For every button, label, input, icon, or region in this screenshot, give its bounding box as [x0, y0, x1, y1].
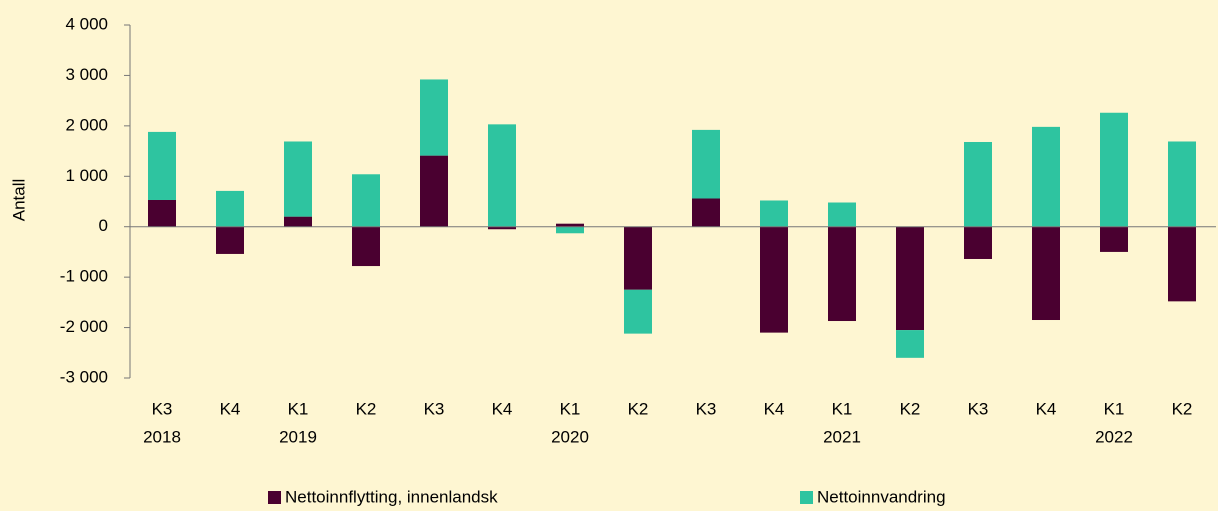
bar [828, 202, 856, 227]
bar [420, 79, 448, 156]
bar [284, 216, 312, 227]
bar [896, 226, 924, 331]
x-year-label: 2022 [1095, 427, 1133, 446]
legend-swatch [268, 491, 281, 504]
bar [556, 223, 584, 227]
bar [760, 226, 788, 333]
bar [420, 155, 448, 227]
bar [1100, 112, 1128, 227]
x-tick-label: K3 [968, 399, 989, 418]
x-tick-label: K3 [152, 399, 173, 418]
bar [1032, 126, 1060, 227]
bar [148, 199, 176, 227]
bar [692, 198, 720, 227]
bar [216, 226, 244, 254]
bar [624, 289, 652, 334]
y-tick-label: 4 000 [65, 14, 108, 33]
bar [216, 190, 244, 227]
bar [1168, 226, 1196, 302]
bar [488, 124, 516, 227]
x-tick-label: K2 [1172, 399, 1193, 418]
x-tick-label: K3 [696, 399, 717, 418]
x-tick-label: K1 [288, 399, 309, 418]
y-tick-label: -2 000 [60, 317, 108, 336]
x-tick-label: K3 [424, 399, 445, 418]
y-tick-label: 2 000 [65, 115, 108, 134]
x-tick-label: K2 [356, 399, 377, 418]
legend-label: Nettoinnvandring [817, 487, 946, 506]
bar [488, 226, 516, 230]
bar [692, 129, 720, 199]
x-tick-label: K4 [1036, 399, 1057, 418]
x-year-label: 2019 [279, 427, 317, 446]
x-tick-label: K4 [492, 399, 513, 418]
y-tick-label: 1 000 [65, 166, 108, 185]
x-tick-label: K1 [1104, 399, 1125, 418]
y-tick-label: -3 000 [60, 367, 108, 386]
x-tick-label: K2 [900, 399, 921, 418]
bar [964, 141, 992, 227]
bar [556, 226, 584, 234]
bar [352, 226, 380, 267]
x-year-label: 2020 [551, 427, 589, 446]
x-year-label: 2018 [143, 427, 181, 446]
x-year-label: 2021 [823, 427, 861, 446]
y-tick-label: -1 000 [60, 267, 108, 286]
x-tick-label: K4 [764, 399, 785, 418]
legend-swatch [800, 491, 813, 504]
y-tick-label: 3 000 [65, 65, 108, 84]
y-tick-label: 0 [99, 216, 108, 235]
bar [964, 226, 992, 259]
x-tick-label: K2 [628, 399, 649, 418]
x-tick-label: K4 [220, 399, 241, 418]
x-tick-label: K1 [560, 399, 581, 418]
bar [1168, 141, 1196, 227]
bar [624, 226, 652, 290]
bar [760, 200, 788, 227]
legend-label: Nettoinnflytting, innenlandsk [285, 487, 498, 506]
bar [828, 226, 856, 322]
bar [1032, 226, 1060, 321]
y-axis-label: Antall [9, 179, 28, 222]
bar [1100, 226, 1128, 252]
x-tick-label: K1 [832, 399, 853, 418]
bar [148, 131, 176, 200]
bar [352, 174, 380, 227]
bar [896, 330, 924, 358]
bar [284, 141, 312, 217]
